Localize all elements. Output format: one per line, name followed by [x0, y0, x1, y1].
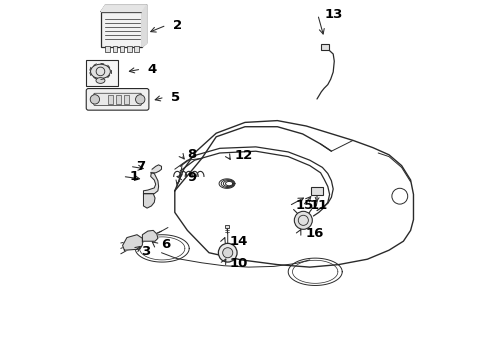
Polygon shape: [151, 165, 162, 173]
Text: 2: 2: [173, 19, 182, 32]
Bar: [120, 46, 124, 52]
Text: 13: 13: [324, 8, 343, 21]
Circle shape: [90, 95, 99, 104]
Bar: [124, 95, 129, 104]
Bar: [113, 46, 117, 52]
Ellipse shape: [91, 64, 110, 78]
Bar: [105, 46, 110, 52]
Text: 8: 8: [187, 148, 196, 161]
Ellipse shape: [96, 78, 105, 84]
Text: 15: 15: [295, 199, 314, 212]
Polygon shape: [122, 235, 143, 250]
Bar: [134, 46, 139, 52]
Circle shape: [222, 248, 233, 258]
Bar: [108, 95, 113, 104]
Circle shape: [219, 243, 237, 262]
Text: 7: 7: [136, 160, 146, 173]
Text: 16: 16: [305, 227, 324, 240]
Circle shape: [294, 211, 312, 229]
Bar: [116, 95, 121, 104]
Polygon shape: [101, 5, 147, 12]
Text: 12: 12: [234, 149, 252, 162]
FancyBboxPatch shape: [101, 12, 143, 47]
Text: 5: 5: [171, 91, 180, 104]
FancyBboxPatch shape: [86, 89, 149, 110]
Text: 14: 14: [230, 235, 248, 248]
Text: 6: 6: [162, 238, 171, 251]
Circle shape: [136, 95, 145, 104]
Text: 1: 1: [129, 170, 138, 183]
Text: 10: 10: [230, 257, 248, 270]
Polygon shape: [143, 230, 158, 241]
Text: 11: 11: [309, 199, 327, 212]
Text: 4: 4: [148, 63, 157, 76]
Text: 3: 3: [141, 245, 150, 258]
Bar: [320, 44, 328, 50]
Bar: [311, 187, 323, 195]
Polygon shape: [143, 5, 147, 47]
Polygon shape: [144, 194, 155, 208]
Text: 9: 9: [187, 171, 196, 184]
Bar: [127, 46, 132, 52]
Bar: [86, 60, 118, 86]
Polygon shape: [144, 173, 159, 194]
FancyBboxPatch shape: [94, 93, 141, 105]
Bar: [225, 225, 229, 228]
